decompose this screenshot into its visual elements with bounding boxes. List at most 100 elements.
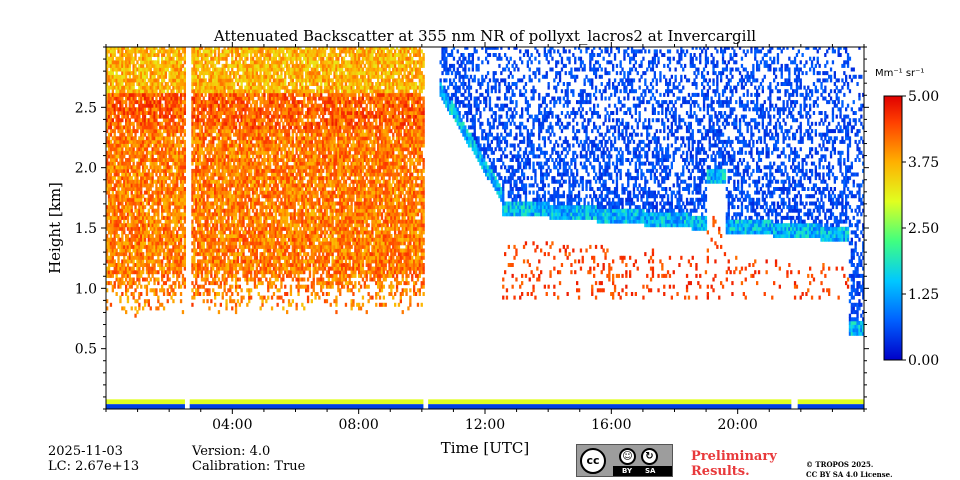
heatmap-cell: [204, 165, 207, 170]
heatmap-cell: [149, 82, 152, 86]
heatmap-cell: [244, 78, 247, 83]
heatmap-cell: [198, 187, 202, 191]
heatmap-cell: [106, 259, 109, 264]
heatmap-cell: [240, 187, 243, 191]
heatmap-cell: [255, 56, 258, 61]
heatmap-cell: [261, 158, 264, 162]
heatmap-cell: [195, 85, 198, 90]
heatmap-cell: [250, 85, 253, 90]
heatmap-cell: [119, 150, 122, 155]
heatmap-cell: [208, 168, 211, 173]
heatmap-cell: [263, 172, 266, 177]
heatmap-cell: [208, 244, 211, 249]
heatmap-cell: [208, 107, 211, 112]
heatmap-cell: [181, 150, 185, 155]
heatmap-cell: [134, 96, 137, 101]
heatmap-cell: [121, 172, 124, 177]
heatmap-cell: [151, 150, 154, 155]
heatmap-cell: [255, 212, 258, 217]
heatmap-cell: [248, 82, 251, 86]
heatmap-cell: [166, 111, 169, 115]
heatmap-cell: [159, 150, 162, 155]
heatmap-cell: [143, 89, 147, 94]
heatmap-cell: [162, 161, 166, 166]
heatmap-cell: [246, 168, 249, 173]
heatmap-cell: [159, 107, 162, 112]
heatmap-cell: [176, 107, 179, 112]
heatmap-cell: [155, 292, 158, 296]
heatmap-cell: [261, 121, 264, 126]
heatmap-cell: [132, 197, 135, 202]
heatmap-cell: [202, 132, 205, 137]
heatmap-cell: [162, 158, 166, 162]
heatmap-cell: [197, 190, 200, 195]
heatmap-cell: [221, 165, 224, 170]
heatmap-cell: [183, 111, 186, 115]
heatmap-cell: [267, 143, 270, 148]
heatmap-cell: [236, 270, 240, 275]
heatmap-cell: [159, 187, 162, 191]
heatmap-cell: [246, 288, 249, 293]
heatmap-cell: [161, 284, 164, 289]
heatmap-cell: [195, 215, 198, 220]
heatmap-cell: [132, 259, 135, 264]
heatmap-cell: [206, 53, 209, 57]
heatmap-cell: [123, 190, 126, 195]
heatmap-cell: [206, 288, 209, 293]
heatmap-cell: [195, 71, 198, 76]
heatmap-cell: [179, 299, 183, 304]
heatmap-cell: [145, 263, 149, 267]
heatmap-cell: [145, 67, 149, 72]
heatmap-cell: [261, 241, 264, 246]
heatmap-cell: [267, 100, 270, 105]
heatmap-cell: [229, 71, 232, 76]
heatmap-cell: [115, 248, 118, 253]
heatmap-cell: [109, 273, 113, 278]
heatmap-cell: [233, 168, 236, 173]
heatmap-cell: [128, 201, 131, 206]
heatmap-cell: [123, 219, 126, 224]
heatmap-cell: [183, 132, 186, 137]
heatmap-cell: [136, 234, 139, 238]
heatmap-cell: [210, 281, 213, 286]
heatmap-cell: [215, 201, 219, 206]
heatmap-cell: [197, 244, 200, 249]
heatmap-cell: [223, 270, 226, 275]
heatmap-cell: [267, 161, 270, 166]
heatmap-cell: [111, 53, 114, 57]
heatmap-cell: [176, 248, 179, 253]
heatmap-cell: [117, 176, 120, 181]
heatmap-cell: [142, 208, 145, 213]
heatmap-cell: [178, 244, 181, 249]
heatmap-cell: [215, 168, 219, 173]
heatmap-cell: [251, 74, 255, 79]
heatmap-cell: [140, 60, 143, 65]
heatmap-cell: [157, 299, 160, 304]
heatmap-cell: [113, 234, 116, 238]
heatmap-cell: [153, 165, 156, 170]
heatmap-cell: [164, 82, 167, 86]
heatmap-cell: [263, 179, 266, 184]
heatmap-cell: [208, 139, 211, 144]
heatmap-cell: [214, 154, 217, 159]
heatmap-cell: [159, 183, 162, 188]
heatmap-cell: [125, 82, 128, 86]
heatmap-cell: [259, 107, 262, 112]
heatmap-cell: [229, 111, 232, 115]
heatmap-cell: [269, 208, 272, 213]
heatmap-cell: [217, 244, 221, 249]
heatmap-cell: [107, 168, 111, 173]
heatmap-cell: [176, 82, 179, 86]
heatmap-cell: [143, 154, 147, 159]
heatmap-cell: [121, 67, 124, 72]
heatmap-cell: [145, 74, 149, 79]
heatmap-cell: [212, 165, 215, 170]
heatmap-cell: [166, 129, 169, 134]
heatmap-cell: [142, 47, 145, 50]
heatmap-cell: [208, 237, 211, 242]
heatmap-cell: [229, 179, 232, 184]
heatmap-cell: [225, 136, 228, 141]
heatmap-cell: [172, 226, 175, 231]
heatmap-cell: [176, 259, 179, 264]
heatmap-cell: [142, 121, 145, 126]
